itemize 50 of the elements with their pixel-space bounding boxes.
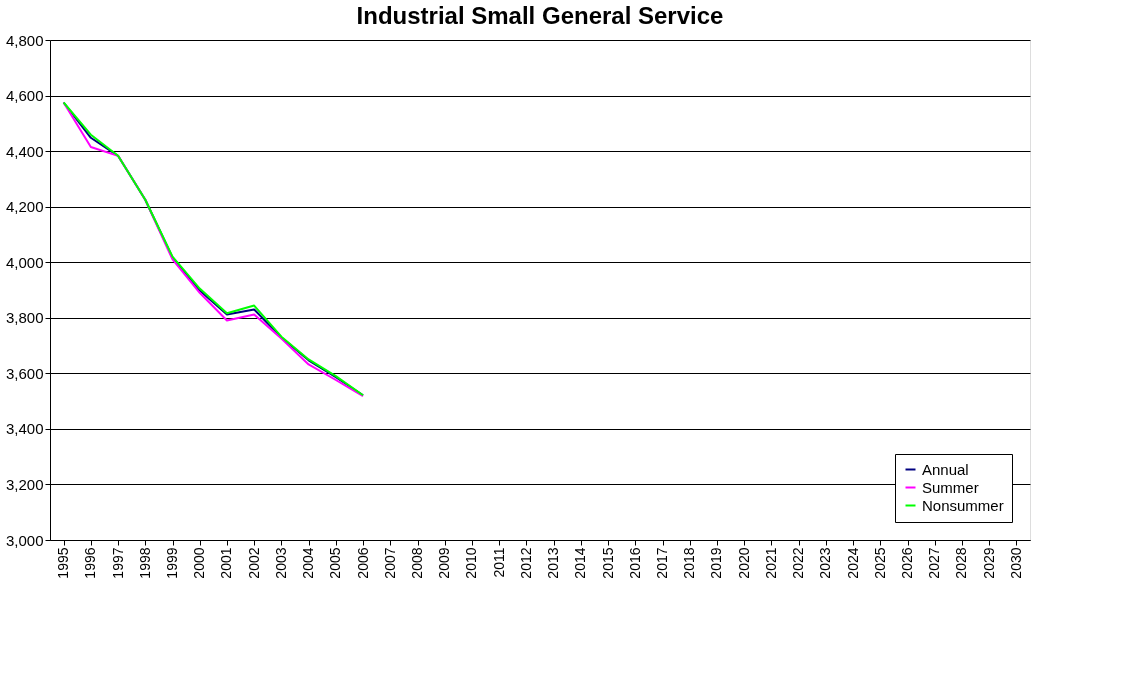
y-tick-label: 3,200: [5, 475, 44, 493]
x-tick-label: 2007: [381, 547, 398, 579]
x-tick-label: 2004: [300, 547, 317, 579]
x-tick-label: 2025: [871, 547, 888, 579]
x-tick-label: 2020: [735, 547, 752, 579]
x-tick-label: 2014: [572, 547, 589, 579]
x-tick-label: 2028: [953, 547, 970, 579]
x-tick-label: 2017: [654, 547, 670, 579]
y-tick-label: 4,200: [5, 198, 44, 216]
x-tick-label: 2003: [272, 547, 289, 579]
y-tick-label: 4,400: [5, 142, 44, 160]
legend-label: Summer: [922, 478, 979, 496]
y-tick-label: 3,000: [5, 531, 44, 549]
x-tick-label: 2029: [980, 547, 997, 579]
chart-title: Industrial Small General Service: [356, 2, 724, 29]
x-tick-label: 2027: [926, 547, 943, 579]
x-tick-label: 2023: [817, 547, 834, 579]
x-tick-label: 2026: [899, 547, 915, 579]
x-tick-label: 2024: [844, 547, 861, 579]
x-tick-label: 2008: [409, 547, 425, 579]
y-tick-label: 4,000: [5, 253, 44, 271]
x-tick-label: 1995: [55, 547, 72, 579]
x-tick-label: 2010: [463, 547, 480, 579]
x-tick-label: 2021: [762, 547, 779, 579]
x-tick-label: 2016: [626, 547, 643, 579]
legend-label: Annual: [922, 460, 969, 478]
x-tick-label: 2006: [354, 547, 371, 579]
y-tick-label: 3,400: [5, 420, 44, 438]
x-tick-label: 2030: [1007, 547, 1024, 579]
x-tick-label: 1999: [164, 547, 180, 579]
x-tick-label: 2009: [436, 547, 453, 579]
legend-label: Nonsummer: [922, 496, 1004, 514]
x-tick-label: 2018: [681, 547, 698, 579]
x-tick-label: 1996: [82, 547, 99, 579]
x-tick-label: 1998: [136, 547, 153, 579]
y-tick-label: 3,800: [5, 309, 44, 327]
x-tick-label: 1997: [109, 547, 126, 579]
x-tick-label: 2011: [490, 547, 507, 578]
y-tick-label: 4,600: [5, 87, 44, 105]
x-tick-label: 2019: [708, 547, 725, 579]
x-tick-label: 2005: [327, 547, 344, 579]
x-tick-label: 2000: [191, 547, 208, 579]
x-tick-label: 2002: [245, 547, 262, 579]
x-tick-label: 2012: [517, 547, 534, 579]
y-tick-label: 4,800: [5, 31, 44, 49]
x-tick-label: 2013: [545, 547, 562, 579]
x-tick-label: 2001: [218, 547, 235, 579]
x-tick-label: 2022: [790, 547, 807, 579]
x-tick-label: 2015: [599, 547, 616, 579]
y-tick-label: 3,600: [5, 364, 44, 382]
